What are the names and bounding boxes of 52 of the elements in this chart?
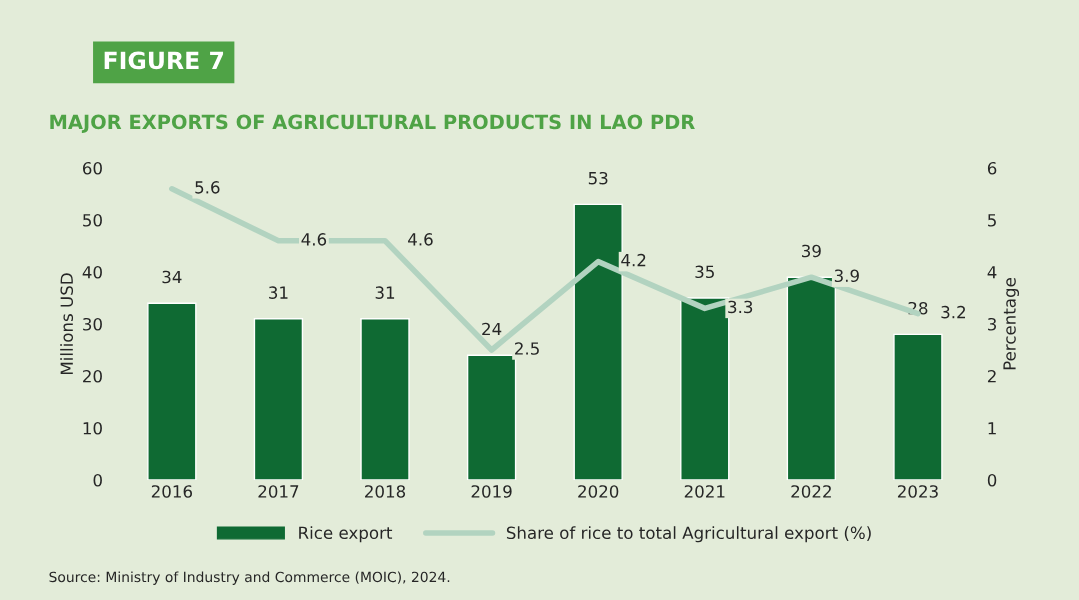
y2-tick-label: 5 xyxy=(988,214,996,227)
x-tick-label: 2023 xyxy=(897,485,938,498)
bar xyxy=(147,302,197,480)
bar xyxy=(253,318,304,480)
data-label: 31 xyxy=(269,286,288,299)
data-label: 3.2 xyxy=(941,305,965,319)
bar xyxy=(786,276,837,480)
y2-tick-label: 4 xyxy=(987,266,997,279)
chart-subtitle: MAJOR EXPORTS OF AGRICULTURAL PRODUCTS IN LAO PDR xyxy=(50,114,695,133)
y-tick-label: 10 xyxy=(83,421,102,435)
y-tick-label: 50 xyxy=(83,213,102,227)
data-label: 24 xyxy=(482,322,502,336)
y-tick-label: 30 xyxy=(83,317,102,331)
legend-label: Share of rice to total Agricultural export (%) xyxy=(506,526,871,543)
x-tick-label: 2022 xyxy=(791,485,831,498)
y2-tick-label: 2 xyxy=(987,369,996,383)
y2-tick-label: 0 xyxy=(987,473,997,487)
data-label: 5.6 xyxy=(195,181,220,194)
x-tick-label: 2017 xyxy=(258,485,299,498)
legend-label: Rice export xyxy=(299,526,393,543)
bar xyxy=(360,318,410,480)
data-label: 35 xyxy=(695,265,714,279)
y-tick-label: 20 xyxy=(83,369,102,383)
data-label: 3.9 xyxy=(834,269,859,283)
data-label: 31 xyxy=(375,286,395,299)
data-label: 34 xyxy=(162,270,182,284)
source-note: Source: Ministry of Industry and Commerce (MOIC), 2024. xyxy=(49,571,450,585)
x-tick-label: 2016 xyxy=(151,485,193,498)
data-label: 53 xyxy=(588,171,608,185)
bar xyxy=(680,297,730,480)
data-label: 2.5 xyxy=(515,342,539,355)
x-tick-label: 2019 xyxy=(471,485,512,498)
y-axis-title: Millions USD xyxy=(60,273,74,374)
data-label: 39 xyxy=(802,244,821,258)
y2-tick-label: 6 xyxy=(987,161,997,175)
data-label: 4.6 xyxy=(301,233,327,246)
y2-tick-label: 1 xyxy=(988,422,996,435)
x-tick-label: 2021 xyxy=(684,485,725,498)
bar xyxy=(573,203,623,480)
y2-tick-label: 3 xyxy=(988,317,997,331)
chart-title: FIGURE 7 xyxy=(104,51,224,70)
x-tick-label: 2018 xyxy=(365,485,406,498)
y-tick-label: 60 xyxy=(82,161,102,175)
y-tick-label: 40 xyxy=(82,265,102,279)
y2-axis-title: Percentage xyxy=(1003,278,1020,370)
data-label: 4.6 xyxy=(408,233,433,246)
bar xyxy=(466,354,517,480)
x-tick-label: 2020 xyxy=(578,485,619,498)
y-tick-label: 0 xyxy=(93,473,102,487)
data-label: 3.3 xyxy=(728,300,753,314)
bar xyxy=(893,333,943,480)
data-label: 4.2 xyxy=(621,253,646,267)
